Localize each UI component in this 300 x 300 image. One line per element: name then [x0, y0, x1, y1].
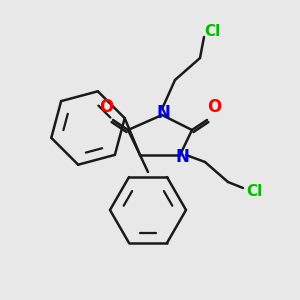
Text: Cl: Cl: [246, 184, 262, 200]
Text: O: O: [207, 98, 221, 116]
Text: N: N: [156, 104, 170, 122]
Text: N: N: [175, 148, 189, 166]
Text: Cl: Cl: [204, 23, 220, 38]
Text: O: O: [99, 98, 113, 116]
